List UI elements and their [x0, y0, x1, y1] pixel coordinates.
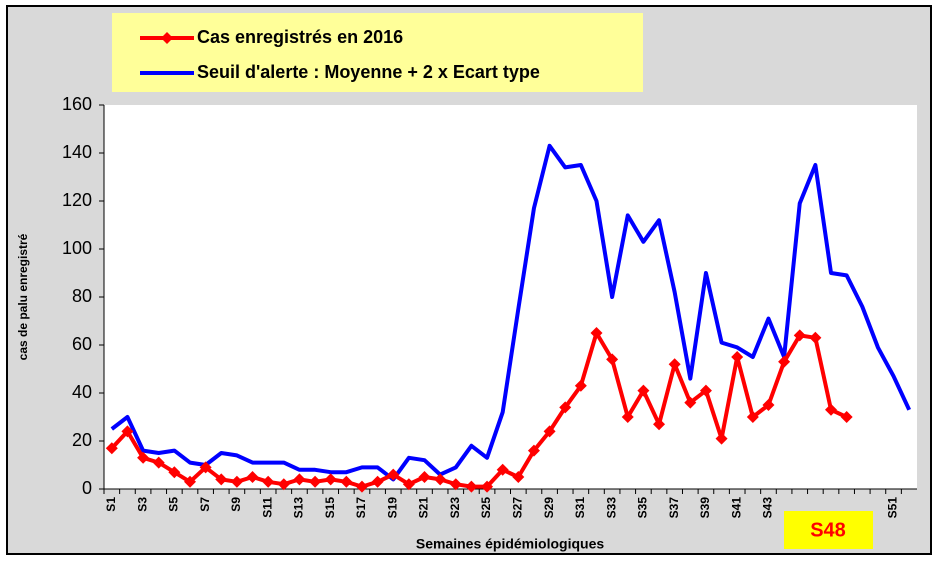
- x-tick-label: S31: [573, 497, 587, 519]
- x-tick-label: S39: [698, 497, 712, 519]
- data-point: [527, 444, 540, 457]
- x-tick-label: S51: [886, 497, 900, 519]
- y-tick-label: 20: [72, 430, 92, 450]
- x-tick-label: S9: [229, 497, 243, 512]
- x-tick-label: S33: [604, 497, 618, 519]
- x-tick-label: S23: [448, 497, 462, 519]
- data-point: [293, 473, 306, 486]
- legend-marker: [161, 32, 173, 44]
- data-point: [590, 327, 603, 339]
- data-point: [793, 329, 806, 342]
- data-point: [465, 480, 478, 493]
- x-tick-label: S1: [104, 497, 118, 512]
- y-tick-label: 100: [62, 238, 92, 258]
- data-point: [121, 425, 134, 438]
- x-tick-label: S35: [636, 497, 650, 519]
- legend-box: [112, 13, 643, 92]
- x-tick-label: S25: [479, 497, 493, 519]
- x-tick-label: S13: [292, 497, 306, 519]
- data-point: [746, 411, 759, 423]
- data-point: [637, 384, 650, 397]
- x-tick-label: S7: [198, 497, 212, 512]
- y-tick-label: 160: [62, 94, 92, 114]
- data-point: [762, 399, 775, 411]
- data-point: [418, 471, 431, 483]
- x-tick-label: S21: [417, 497, 431, 519]
- data-point: [230, 475, 243, 488]
- data-point: [137, 451, 150, 464]
- plot-area: [104, 105, 917, 489]
- data-point: [574, 379, 587, 392]
- x-tick-label: S19: [385, 497, 399, 519]
- x-tick-label: S15: [323, 497, 337, 519]
- data-point: [277, 478, 290, 491]
- x-tick-label: S3: [135, 497, 149, 512]
- data-point: [731, 351, 744, 363]
- data-point: [778, 355, 791, 368]
- x-tick-label: S17: [354, 497, 368, 519]
- x-tick-label: S5: [167, 497, 181, 512]
- data-point: [621, 411, 634, 423]
- data-point: [840, 411, 853, 423]
- x-tick-label: S29: [542, 497, 556, 519]
- data-point: [684, 396, 697, 409]
- series-line: [110, 143, 911, 482]
- data-point: [715, 432, 728, 445]
- data-point: [481, 480, 494, 493]
- legend-label: Seuil d'alerte : Moyenne + 2 x Ecart typ…: [197, 62, 540, 82]
- data-point: [825, 403, 838, 416]
- x-tick-label: S43: [761, 497, 775, 519]
- data-point: [183, 475, 196, 488]
- y-tick-label: 140: [62, 142, 92, 162]
- data-point: [340, 475, 353, 488]
- annotation-box: [784, 511, 873, 549]
- y-tick-label: 80: [72, 286, 92, 306]
- data-point: [262, 475, 275, 488]
- data-point: [246, 471, 259, 483]
- x-tick-label: S41: [729, 497, 743, 519]
- x-axis-title: Semaines épidémiologiques: [416, 536, 604, 552]
- data-point: [434, 473, 447, 486]
- x-tick-label: S37: [667, 497, 681, 519]
- data-point: [387, 468, 400, 481]
- data-point: [309, 475, 322, 488]
- data-point: [215, 473, 228, 486]
- data-point: [559, 401, 572, 414]
- data-point: [371, 475, 384, 488]
- data-point: [653, 418, 666, 431]
- data-point: [512, 471, 525, 483]
- y-tick-label: 60: [72, 334, 92, 354]
- data-point: [543, 425, 556, 438]
- x-tick-label: S27: [510, 497, 524, 519]
- annotation: S48: [810, 519, 846, 541]
- y-tick-label: 40: [72, 382, 92, 402]
- y-tick-label: 0: [82, 478, 92, 498]
- y-axis-title: cas de palu enregistré: [16, 233, 30, 360]
- x-tick-label: S11: [260, 497, 274, 518]
- data-point: [699, 384, 712, 397]
- data-point: [668, 358, 681, 371]
- data-point: [606, 353, 619, 366]
- data-point: [402, 478, 415, 491]
- data-point: [105, 442, 118, 455]
- data-point: [168, 466, 181, 479]
- data-point: [199, 461, 212, 474]
- data-point: [496, 463, 509, 476]
- data-point: [324, 473, 337, 486]
- y-tick-label: 120: [62, 190, 92, 210]
- data-point: [152, 456, 165, 469]
- data-point: [355, 480, 368, 493]
- legend-label: Cas enregistrés en 2016: [197, 27, 403, 47]
- data-point: [449, 478, 462, 491]
- data-point: [809, 331, 822, 344]
